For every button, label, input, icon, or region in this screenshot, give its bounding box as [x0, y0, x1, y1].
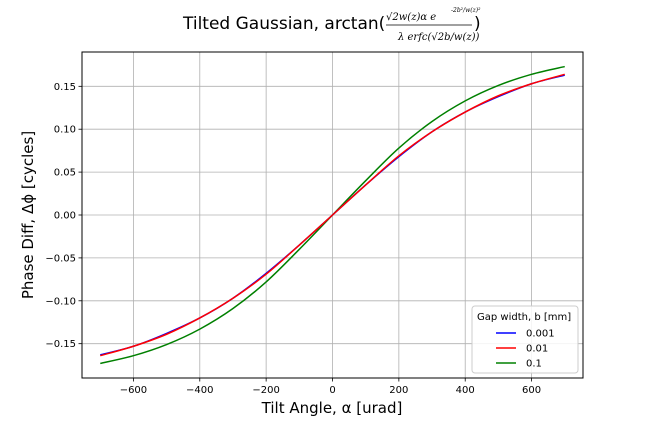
y-tick-label: −0.05 — [45, 253, 76, 264]
x-tick-label: 0 — [329, 385, 335, 396]
y-axis-label: Phase Diff, Δϕ [cycles] — [19, 131, 37, 299]
y-tick-label: 0.05 — [54, 168, 76, 179]
title-numerator: √2w(z)α e — [386, 12, 436, 23]
legend-box — [471, 305, 579, 374]
x-tick-label: −200 — [252, 385, 279, 396]
y-axis-ticks: −0.15 −0.10 −0.05 0.00 0.05 0.10 0.15 — [45, 82, 82, 350]
legend-label: 0.1 — [526, 359, 542, 370]
x-tick-label: −600 — [120, 385, 147, 396]
y-tick-label: −0.15 — [45, 339, 76, 350]
legend-label: 0.01 — [526, 344, 548, 355]
legend-label: 0.001 — [526, 329, 555, 340]
y-tick-label: −0.10 — [45, 296, 76, 307]
x-axis-ticks: −600 −400 −200 0 200 400 600 — [120, 378, 541, 396]
title-suffix: ) — [474, 14, 481, 34]
title-prefix: Tilted Gaussian, arctan( — [182, 14, 385, 34]
x-tick-label: −400 — [186, 385, 213, 396]
y-tick-label: 0.10 — [54, 125, 76, 136]
x-tick-label: 200 — [389, 385, 408, 396]
x-tick-label: 400 — [456, 385, 475, 396]
series-lines — [100, 65, 565, 365]
title-denominator: λ erfc(√2b/w(z)) — [397, 32, 480, 43]
legend-title: Gap width, b [mm] — [477, 312, 571, 323]
x-tick-label: 600 — [522, 385, 541, 396]
title-exponent: -2b²/w(z)² — [451, 7, 481, 14]
chart-title: Tilted Gaussian, arctan( √2w(z)α e -2b²/… — [182, 7, 481, 43]
legend: Gap width, b [mm] 0.001 0.01 0.1 — [471, 305, 579, 374]
y-tick-label: 0.15 — [54, 82, 76, 93]
y-tick-label: 0.00 — [54, 211, 76, 222]
x-axis-label: Tilt Angle, α [urad] — [261, 399, 403, 417]
grid — [82, 52, 583, 378]
series-line-0-01 — [100, 73, 565, 357]
legend-entries: 0.001 0.01 0.1 — [496, 329, 555, 370]
